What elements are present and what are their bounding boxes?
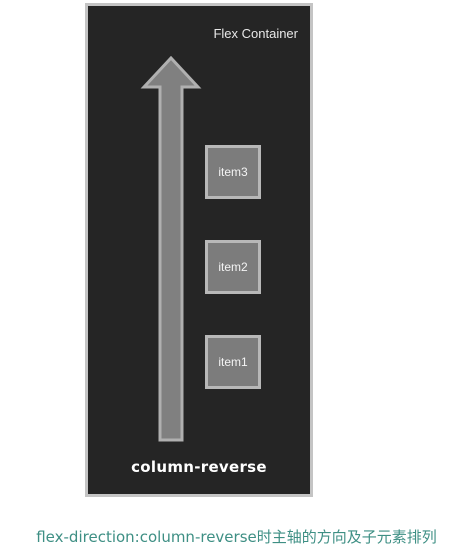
figure-caption: flex-direction:column-reverse时主轴的方向及子元素排…	[36, 528, 437, 546]
main-axis-up-arrow-icon	[140, 56, 202, 442]
container-title: Flex Container	[213, 26, 298, 41]
axis-direction-label: column-reverse	[131, 458, 267, 476]
flex-container: Flex Container item3 item2 item1 column-…	[85, 3, 313, 497]
flex-item-2: item2	[205, 240, 261, 294]
flex-item-1: item1	[205, 335, 261, 389]
flex-item-3: item3	[205, 145, 261, 199]
arrow-shape	[140, 56, 202, 442]
